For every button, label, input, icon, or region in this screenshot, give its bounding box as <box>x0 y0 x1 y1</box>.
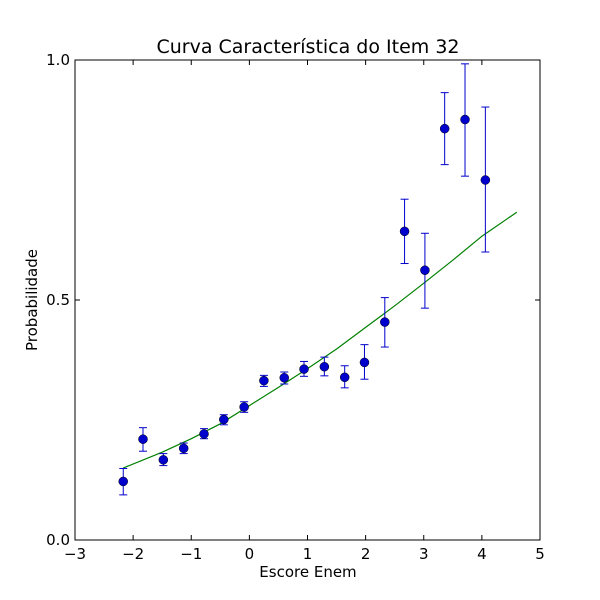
data-point <box>279 373 289 383</box>
x-tick-label: 3 <box>419 545 429 563</box>
data-point <box>118 476 128 487</box>
data-point <box>319 361 330 372</box>
data-point <box>439 123 450 134</box>
x-tick-label: −2 <box>122 545 144 563</box>
plot-area: −3 −2 −1 0 1 2 3 4 5 0.0 0.5 1.0 <box>46 51 545 563</box>
data-point <box>359 357 370 368</box>
x-tick-label: 1 <box>303 545 313 563</box>
data-point <box>420 265 430 275</box>
chart-title: Curva Característica do Item 32 <box>156 36 459 58</box>
data-point <box>460 114 470 125</box>
data-point <box>138 434 148 444</box>
data-point <box>239 402 249 412</box>
y-tick-label: 0.0 <box>46 531 70 549</box>
data-point <box>199 429 209 439</box>
y-tick-label: 1.0 <box>46 51 70 69</box>
data-point <box>480 175 491 185</box>
x-tick-label: 0 <box>245 545 255 563</box>
x-tick-label: −3 <box>64 545 86 563</box>
x-tick-label: 4 <box>477 545 487 563</box>
x-axis-label: Escore Enem <box>259 563 356 581</box>
data-point <box>158 455 169 465</box>
x-tick-label: 5 <box>535 545 545 563</box>
fitted-curve-line <box>122 211 518 469</box>
data-point <box>178 443 189 454</box>
y-axis-label: Probabilidade <box>23 249 41 351</box>
data-point <box>399 226 410 237</box>
data-point <box>339 372 350 383</box>
data-point <box>219 414 229 425</box>
plot-frame <box>74 59 541 541</box>
data-point <box>259 375 269 386</box>
data-point <box>299 364 309 374</box>
x-tick-label: 2 <box>361 545 371 563</box>
x-tick-label: −1 <box>180 545 202 563</box>
data-point <box>380 317 390 327</box>
y-tick-label: 0.5 <box>46 291 70 309</box>
